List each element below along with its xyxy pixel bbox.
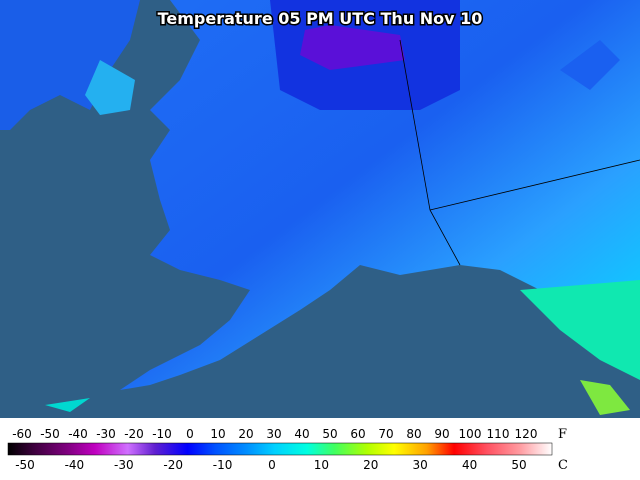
- fahrenheit-label: 120: [515, 427, 538, 441]
- fahrenheit-label: 90: [434, 427, 449, 441]
- map: [0, 0, 640, 418]
- aleutians: [45, 398, 90, 412]
- fahrenheit-label: -40: [68, 427, 88, 441]
- fahrenheit-label: 60: [350, 427, 365, 441]
- chukotka: [85, 60, 135, 115]
- fahrenheit-label: 40: [294, 427, 309, 441]
- fahrenheit-label: -30: [96, 427, 116, 441]
- fahrenheit-label: 100: [459, 427, 482, 441]
- southeast-island: [580, 380, 630, 415]
- fahrenheit-label: 0: [186, 427, 194, 441]
- color-scale: [7, 442, 553, 456]
- russia: [0, 0, 140, 130]
- celsius-unit: C: [558, 458, 568, 473]
- celsius-label: 0: [268, 458, 276, 472]
- fahrenheit-label: 10: [210, 427, 225, 441]
- coldest-region: [300, 25, 405, 70]
- celsius-label: -30: [114, 458, 134, 472]
- fahrenheit-label: 110: [487, 427, 510, 441]
- celsius-label: 40: [462, 458, 477, 472]
- celsius-label: -10: [213, 458, 233, 472]
- fahrenheit-label: 20: [238, 427, 253, 441]
- fahrenheit-label: -60: [12, 427, 32, 441]
- celsius-label: 20: [363, 458, 378, 472]
- fahrenheit-label: 30: [266, 427, 281, 441]
- fahrenheit-label: 80: [406, 427, 421, 441]
- alaska: [120, 0, 640, 390]
- warm-region: [520, 280, 640, 380]
- fahrenheit-label: -50: [40, 427, 60, 441]
- celsius-label: -40: [65, 458, 85, 472]
- fahrenheit-label: 70: [378, 427, 393, 441]
- fahrenheit-label: 50: [322, 427, 337, 441]
- map-title: Temperature 05 PM UTC Thu Nov 10: [158, 9, 483, 28]
- fahrenheit-label: -20: [124, 427, 144, 441]
- celsius-label: 30: [413, 458, 428, 472]
- celsius-label: 50: [511, 458, 526, 472]
- celsius-label: -50: [15, 458, 35, 472]
- borders: [399, 39, 640, 266]
- fahrenheit-unit: F: [558, 427, 567, 442]
- fahrenheit-label: -10: [152, 427, 172, 441]
- legend: F C -60 -50 -40 -30 -20 -10 0 10 20 30 40 50 60 70 80 9…: [7, 427, 568, 473]
- celsius-label: 10: [314, 458, 329, 472]
- arctic-island: [560, 40, 620, 90]
- celsius-label: -20: [163, 458, 183, 472]
